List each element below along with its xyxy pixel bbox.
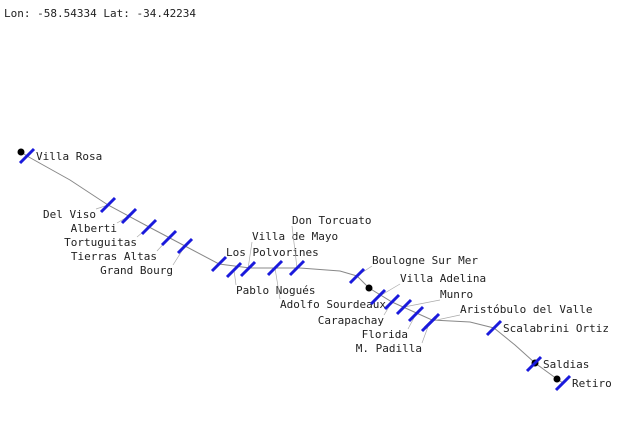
- station-marker-icon[interactable]: [225, 261, 243, 279]
- station-label: Aristóbulo del Valle: [460, 303, 592, 316]
- station-del-viso[interactable]: Del Viso: [43, 196, 117, 221]
- station-marker-icon[interactable]: [18, 147, 36, 165]
- station-label: Villa Adelina: [400, 272, 486, 285]
- station-marker-icon[interactable]: [210, 255, 228, 273]
- waypoint-dot: [553, 375, 561, 383]
- station-label: Saldias: [543, 358, 589, 371]
- station-label: Del Viso: [43, 208, 96, 221]
- station-villa-de-mayo[interactable]: Villa de Mayo: [239, 230, 338, 278]
- station-marker-icon[interactable]: [239, 260, 257, 278]
- station-label: Villa Rosa: [36, 150, 102, 163]
- station-don-torcuato[interactable]: Don Torcuato: [288, 214, 371, 277]
- label-leader-line: [403, 299, 441, 308]
- station-marker-icon[interactable]: [288, 259, 306, 277]
- station-marker-icon[interactable]: [120, 207, 138, 225]
- station-label: Grand Bourg: [100, 264, 173, 277]
- station-marker-icon[interactable]: [99, 196, 117, 214]
- station-munro[interactable]: Munro: [395, 288, 473, 316]
- label-leader-line: [274, 267, 281, 300]
- station-marker-icon[interactable]: [369, 288, 387, 306]
- station-label: Tierras Altas: [71, 250, 157, 263]
- station-villa-adelina[interactable]: Villa Adelina: [369, 272, 486, 306]
- station-adolfo-sourdeaux[interactable]: Adolfo Sourdeaux: [266, 259, 386, 311]
- station-alberti[interactable]: Alberti: [71, 207, 138, 235]
- station-label: Munro: [440, 288, 473, 301]
- rail-line: [20, 151, 564, 384]
- station-label: Carapachay: [318, 314, 385, 327]
- station-label: Adolfo Sourdeaux: [280, 298, 386, 311]
- label-leader-line: [247, 241, 253, 270]
- coordinate-readout: Lon: -58.54334 Lat: -34.42234: [4, 7, 197, 20]
- station-marker-icon[interactable]: [420, 315, 438, 333]
- station-villa-rosa[interactable]: Villa Rosa: [18, 147, 102, 165]
- station-label: Scalabrini Ortiz: [503, 322, 609, 335]
- station-m-padilla[interactable]: M. Padilla: [356, 315, 438, 355]
- waypoint-dot: [365, 284, 373, 292]
- station-scalabrini-ortiz[interactable]: Scalabrini Ortiz: [485, 319, 609, 337]
- station-tortuguitas[interactable]: Tortuguitas: [64, 218, 158, 249]
- station-label: Pablo Nogués: [236, 284, 315, 297]
- station-marker-icon[interactable]: [407, 305, 425, 323]
- station-label: Retiro: [572, 377, 612, 390]
- station-carapachay[interactable]: Carapachay: [318, 293, 401, 327]
- station-marker-icon[interactable]: [348, 267, 366, 285]
- station-label: Alberti: [71, 222, 117, 235]
- station-marker-icon[interactable]: [395, 298, 413, 316]
- station-label: Florida: [362, 328, 408, 341]
- station-marker-icon[interactable]: [266, 259, 284, 277]
- waypoint-dot: [17, 148, 25, 156]
- label-leader-line: [233, 269, 237, 286]
- station-label: Boulogne Sur Mer: [372, 254, 478, 267]
- station-los-polvorines[interactable]: Los Polvorines: [210, 246, 319, 273]
- station-grand-bourg[interactable]: Grand Bourg: [100, 237, 194, 277]
- station-retiro[interactable]: Retiro: [554, 374, 612, 392]
- station-marker-icon[interactable]: [525, 355, 543, 373]
- station-label: Villa de Mayo: [252, 230, 338, 243]
- station-tierras-altas[interactable]: Tierras Altas: [71, 229, 178, 263]
- station-marker-icon[interactable]: [554, 374, 572, 392]
- station-boulogne-sur-mer[interactable]: Boulogne Sur Mer: [348, 254, 478, 285]
- station-label: Tortuguitas: [64, 236, 137, 249]
- station-marker-icon[interactable]: [160, 229, 178, 247]
- station-label: M. Padilla: [356, 342, 422, 355]
- station-saldias[interactable]: Saldias: [525, 355, 589, 373]
- station-marker-icon[interactable]: [485, 319, 503, 337]
- station-marker-icon[interactable]: [140, 218, 158, 236]
- station-label: Los Polvorines: [226, 246, 319, 259]
- station-label: Don Torcuato: [292, 214, 371, 227]
- station-pablo-nogu-s[interactable]: Pablo Nogués: [225, 261, 315, 297]
- station-florida[interactable]: Florida: [362, 305, 425, 341]
- label-leader-line: [291, 225, 298, 269]
- station-marker-icon[interactable]: [383, 293, 401, 311]
- station-marker-icon[interactable]: [176, 237, 194, 255]
- label-leader-line: [431, 314, 461, 322]
